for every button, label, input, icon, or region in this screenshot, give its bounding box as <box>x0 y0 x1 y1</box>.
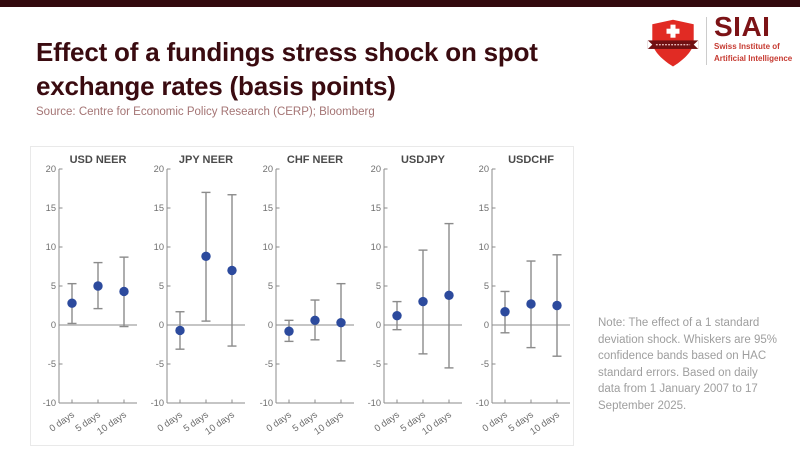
y-tick-label: 10 <box>479 242 489 252</box>
x-tick-label: 0 days <box>264 409 293 434</box>
y-tick-label: 15 <box>370 203 380 213</box>
y-tick-label: 15 <box>479 203 489 213</box>
y-tick-label: 10 <box>154 242 164 252</box>
y-tick-label: 0 <box>51 320 56 330</box>
note-caption: Note: The effect of a 1 standard deviati… <box>598 317 777 412</box>
source-caption: Source: Centre for Economic Policy Resea… <box>36 106 375 118</box>
panel-title: USDCHF <box>508 154 554 166</box>
data-point <box>500 307 510 317</box>
logo-subtitle-line1: Swiss Institute of <box>714 42 780 51</box>
x-tick-label: 0 days <box>47 409 76 434</box>
y-tick-label: -10 <box>476 398 489 408</box>
y-tick-label: 5 <box>159 281 164 291</box>
y-tick-label: 0 <box>484 320 489 330</box>
x-tick-label: 10 days <box>95 409 129 437</box>
y-tick-label: 15 <box>154 203 164 213</box>
y-tick-label: 0 <box>376 320 381 330</box>
data-point <box>67 298 77 308</box>
y-tick-label: 5 <box>267 281 272 291</box>
data-point <box>309 315 320 326</box>
y-tick-label: -5 <box>372 359 380 369</box>
logo-divider <box>706 17 707 65</box>
panel-title: JPY NEER <box>179 154 233 166</box>
y-tick-label: -5 <box>156 359 164 369</box>
y-tick-label: 20 <box>46 164 56 174</box>
y-tick-label: 5 <box>484 281 489 291</box>
panel-title: USD NEER <box>70 154 127 166</box>
x-tick-label: 10 days <box>203 409 237 437</box>
x-tick-label: 0 days <box>156 409 185 434</box>
y-tick-label: 10 <box>46 242 56 252</box>
y-tick-label: 10 <box>370 242 380 252</box>
page-title-line1: Effect of a fundings stress shock on spo… <box>36 37 538 68</box>
data-point <box>93 281 103 291</box>
data-point <box>201 251 211 262</box>
y-tick-label: -10 <box>43 398 56 408</box>
y-tick-label: 15 <box>262 203 272 213</box>
y-tick-label: 20 <box>154 164 164 174</box>
data-point <box>552 300 562 311</box>
logo-subtitle-line2: Artificial Intelligence <box>714 53 793 63</box>
data-point <box>444 290 454 301</box>
logo-wordmark: SIAI <box>714 11 771 42</box>
y-tick-label: -10 <box>151 398 164 408</box>
data-point <box>227 265 237 276</box>
ribbon-notch-left <box>647 40 653 49</box>
data-point <box>283 326 294 336</box>
siai-shield-icon <box>647 19 699 67</box>
x-tick-label: 0 days <box>480 409 509 434</box>
y-tick-label: -10 <box>367 398 380 408</box>
x-tick-label: 10 days <box>420 409 454 437</box>
y-tick-label: -5 <box>481 359 489 369</box>
y-tick-label: 5 <box>376 281 381 291</box>
panel-title: USDJPY <box>401 154 446 166</box>
data-point <box>526 299 536 309</box>
top-accent-bar <box>0 0 800 7</box>
y-tick-label: 20 <box>262 164 272 174</box>
y-tick-label: 10 <box>262 242 272 252</box>
y-tick-label: 20 <box>479 164 489 174</box>
ribbon-notch-right <box>693 40 699 49</box>
panel-title: CHF NEER <box>286 154 342 166</box>
y-tick-label: 0 <box>159 320 164 330</box>
page-title-line2: exchange rates (basis points) <box>36 71 396 102</box>
page-title: Effect of a fundings stress shock on spo… <box>36 35 656 103</box>
y-tick-label: 0 <box>267 320 272 330</box>
data-point <box>119 286 129 297</box>
data-point <box>175 325 185 336</box>
y-tick-label: 15 <box>46 203 56 213</box>
x-tick-label: 0 days <box>372 409 401 434</box>
y-tick-label: 5 <box>51 281 56 291</box>
y-tick-label: -5 <box>48 359 56 369</box>
logo-text-block: SIAI Swiss Institute of Artificial Intel… <box>714 11 793 63</box>
y-tick-label: 20 <box>370 164 380 174</box>
data-point <box>335 317 346 328</box>
x-tick-label: 10 days <box>528 409 562 437</box>
data-point <box>418 296 428 307</box>
chart-panels: USD NEER 20 15 10 5 0 -5 -10 0 days 5 days 10 days… <box>30 146 574 446</box>
data-point <box>392 310 402 321</box>
swiss-cross-horizontal <box>666 28 680 34</box>
siai-logo: SIAI Swiss Institute of Artificial Intel… <box>646 11 793 74</box>
y-tick-label: -5 <box>264 359 272 369</box>
y-tick-label: -10 <box>259 398 272 408</box>
x-tick-label: 10 days <box>312 409 346 437</box>
